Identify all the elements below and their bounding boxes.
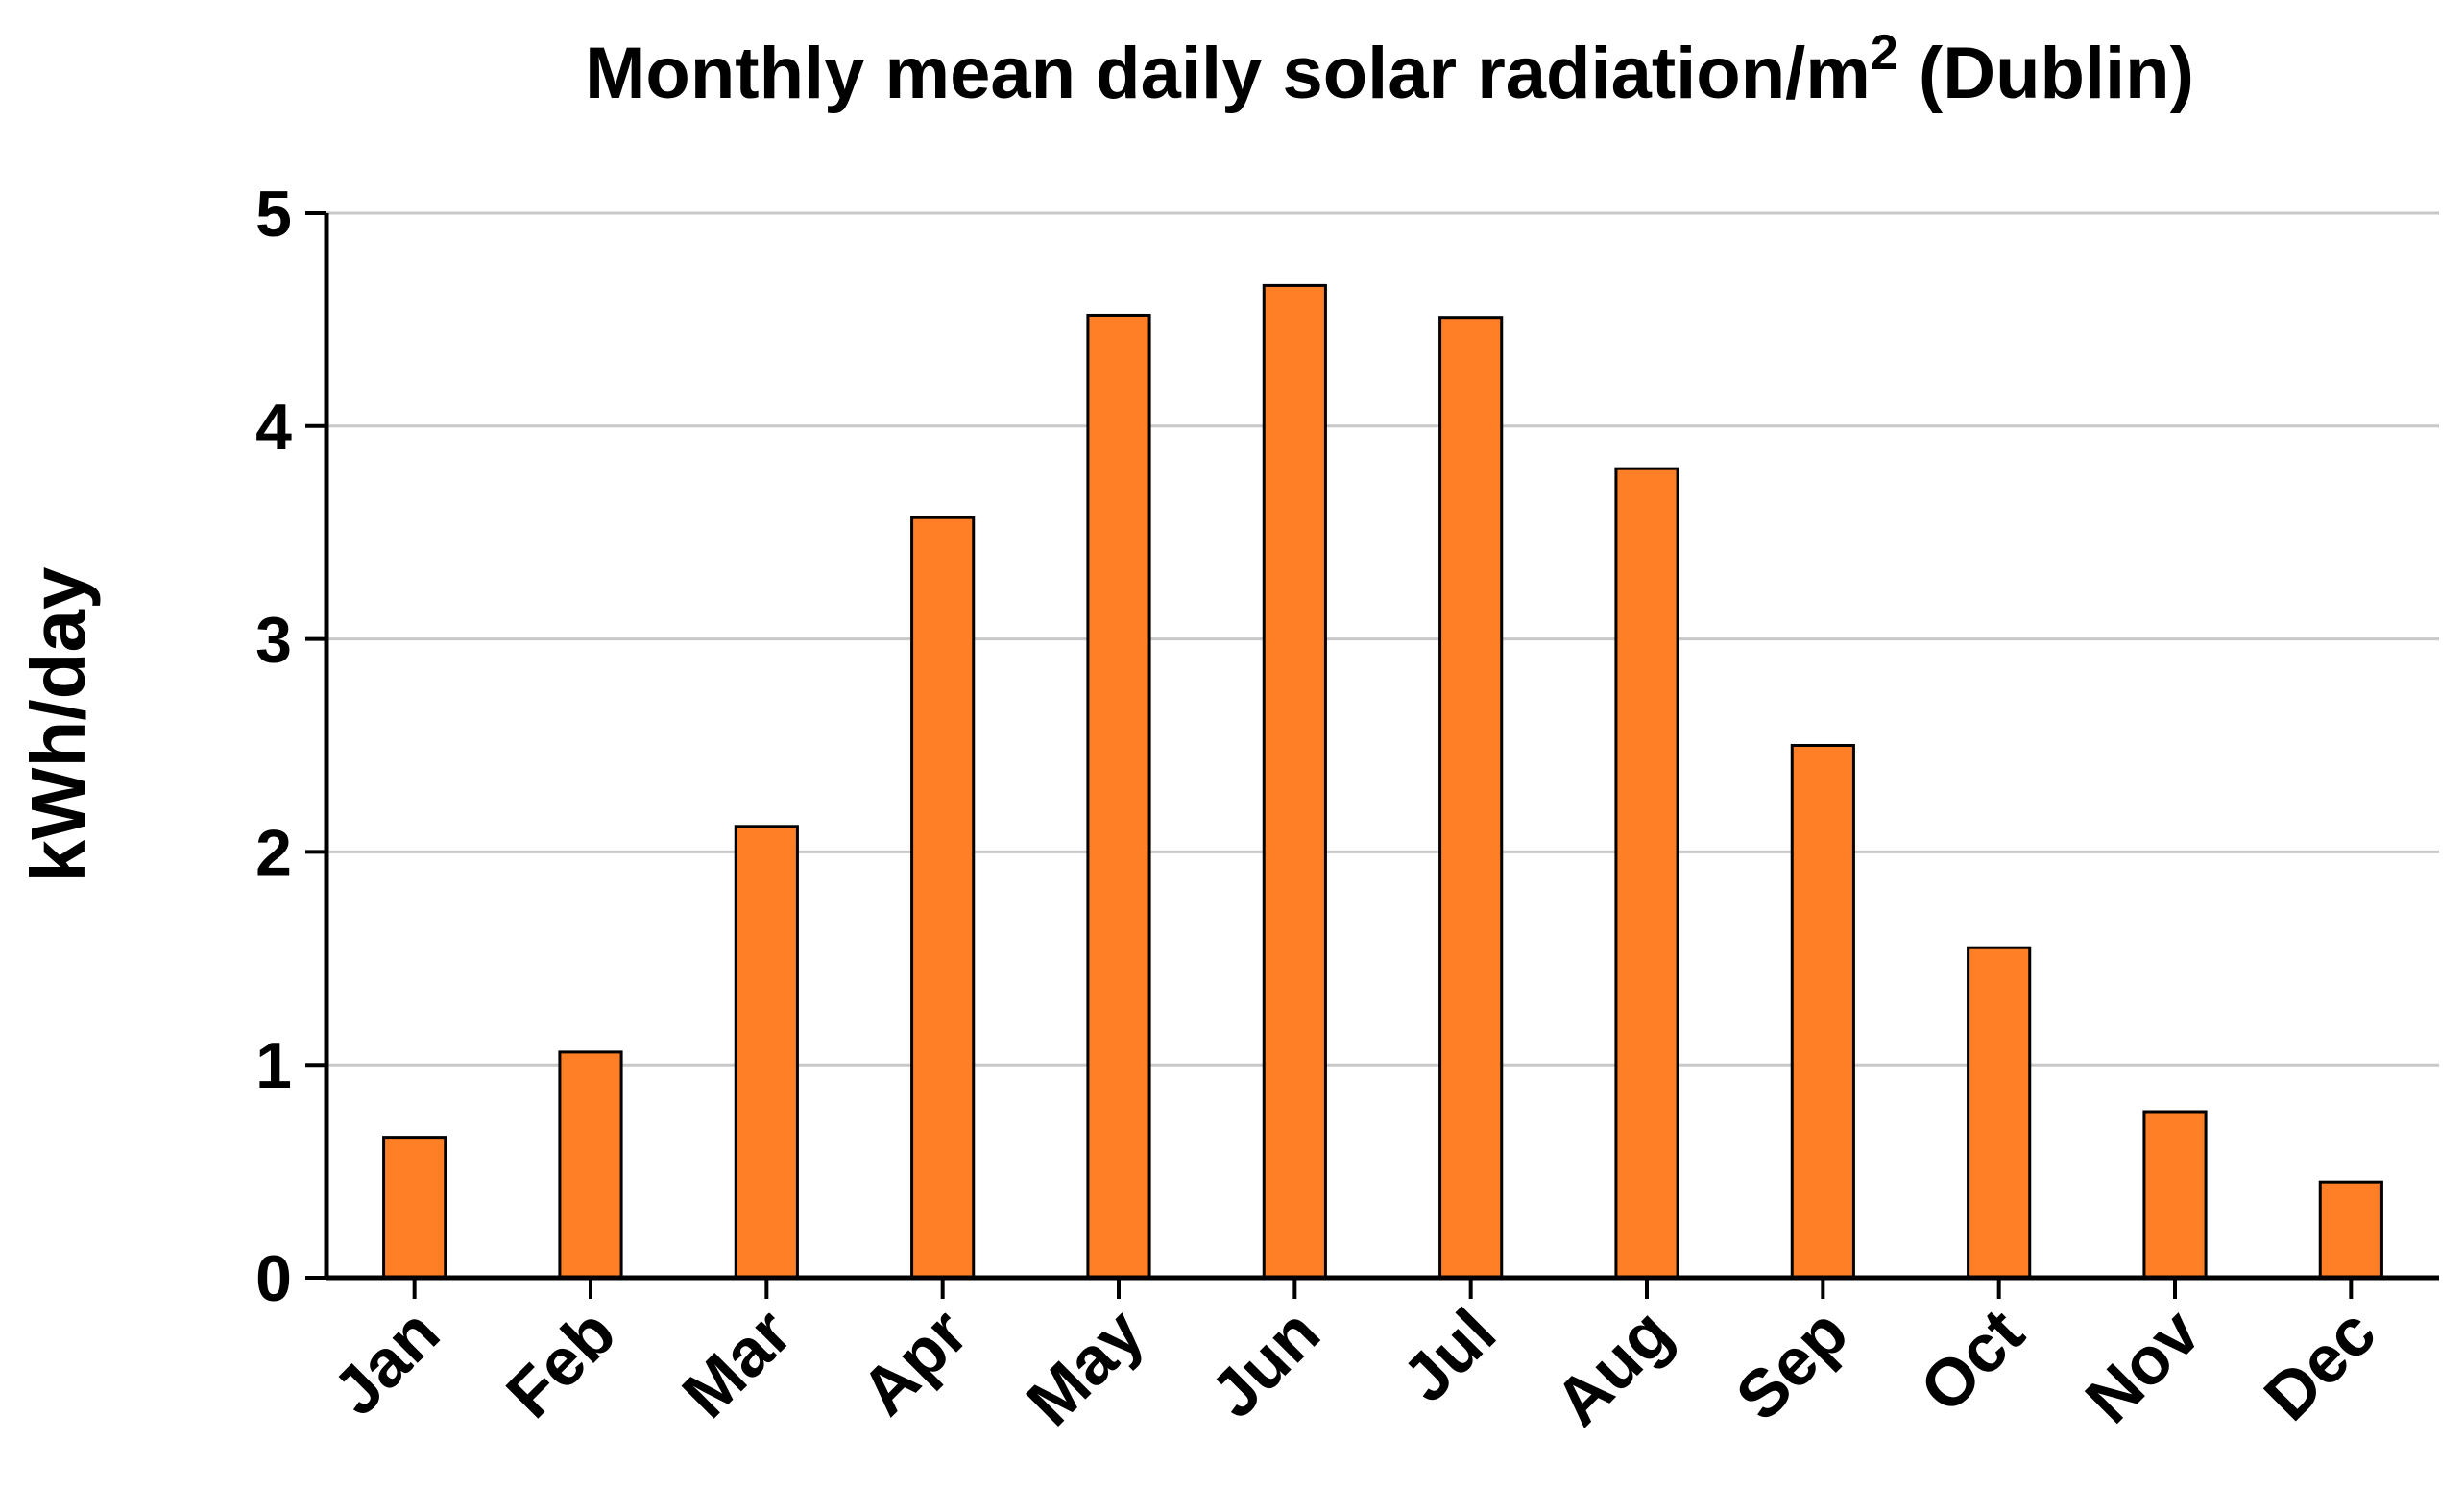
x-tick-label: Apr	[847, 1294, 981, 1428]
x-tick-label: Feb	[492, 1294, 629, 1431]
y-tick-label: 1	[255, 1029, 292, 1102]
x-tick-label: Jan	[319, 1294, 453, 1428]
chart-title-main: Monthly mean daily solar radiation/m	[585, 33, 1871, 114]
y-axis-ticks: 0 1 2 3 4 5	[255, 178, 326, 1315]
x-axis-ticks: Jan Feb Mar Apr May Jun Jul Aug Sep Oct Nov Dec	[319, 1278, 2390, 1440]
bar-jan	[382, 1136, 447, 1280]
bar-mar	[734, 825, 799, 1280]
bar-aug	[1614, 467, 1679, 1280]
bar-feb	[558, 1050, 623, 1280]
x-tick-label: Oct	[1906, 1294, 2039, 1427]
x-tick-label: Mar	[668, 1294, 806, 1431]
bar-may	[1086, 313, 1151, 1280]
x-tick-label: Jun	[1196, 1294, 1334, 1431]
bar-sep	[1790, 744, 1855, 1280]
x-tick-label: May	[1012, 1294, 1157, 1439]
y-tick-label: 5	[255, 178, 292, 251]
chart-title-suffix: (Dublin)	[1898, 33, 2194, 114]
y-tick-label: 4	[255, 391, 292, 464]
bar-dec	[2318, 1180, 2383, 1280]
y-tick-label: 2	[255, 816, 292, 889]
y-axis-label: kWh/day	[15, 566, 101, 882]
x-tick-label: Jul	[1389, 1294, 1510, 1416]
chart-title-superscript: 2	[1871, 25, 1898, 81]
x-tick-label: Aug	[1540, 1294, 1685, 1439]
bars	[382, 283, 2383, 1280]
bar-oct	[1967, 946, 2032, 1280]
gridlines	[326, 211, 2439, 1067]
y-tick-label: 0	[255, 1242, 292, 1315]
bar-jun	[1262, 283, 1327, 1280]
bar-nov	[2142, 1110, 2208, 1280]
bar-jul	[1438, 316, 1504, 1280]
axes	[324, 213, 2439, 1281]
x-tick-label: Dec	[2250, 1294, 2390, 1434]
chart-title: Monthly mean daily solar radiation/m2 (D…	[585, 25, 2194, 114]
x-tick-label: Sep	[1722, 1294, 1862, 1434]
y-tick-label: 3	[255, 604, 292, 677]
x-tick-label: Nov	[2071, 1294, 2214, 1437]
bar-apr	[910, 516, 976, 1280]
